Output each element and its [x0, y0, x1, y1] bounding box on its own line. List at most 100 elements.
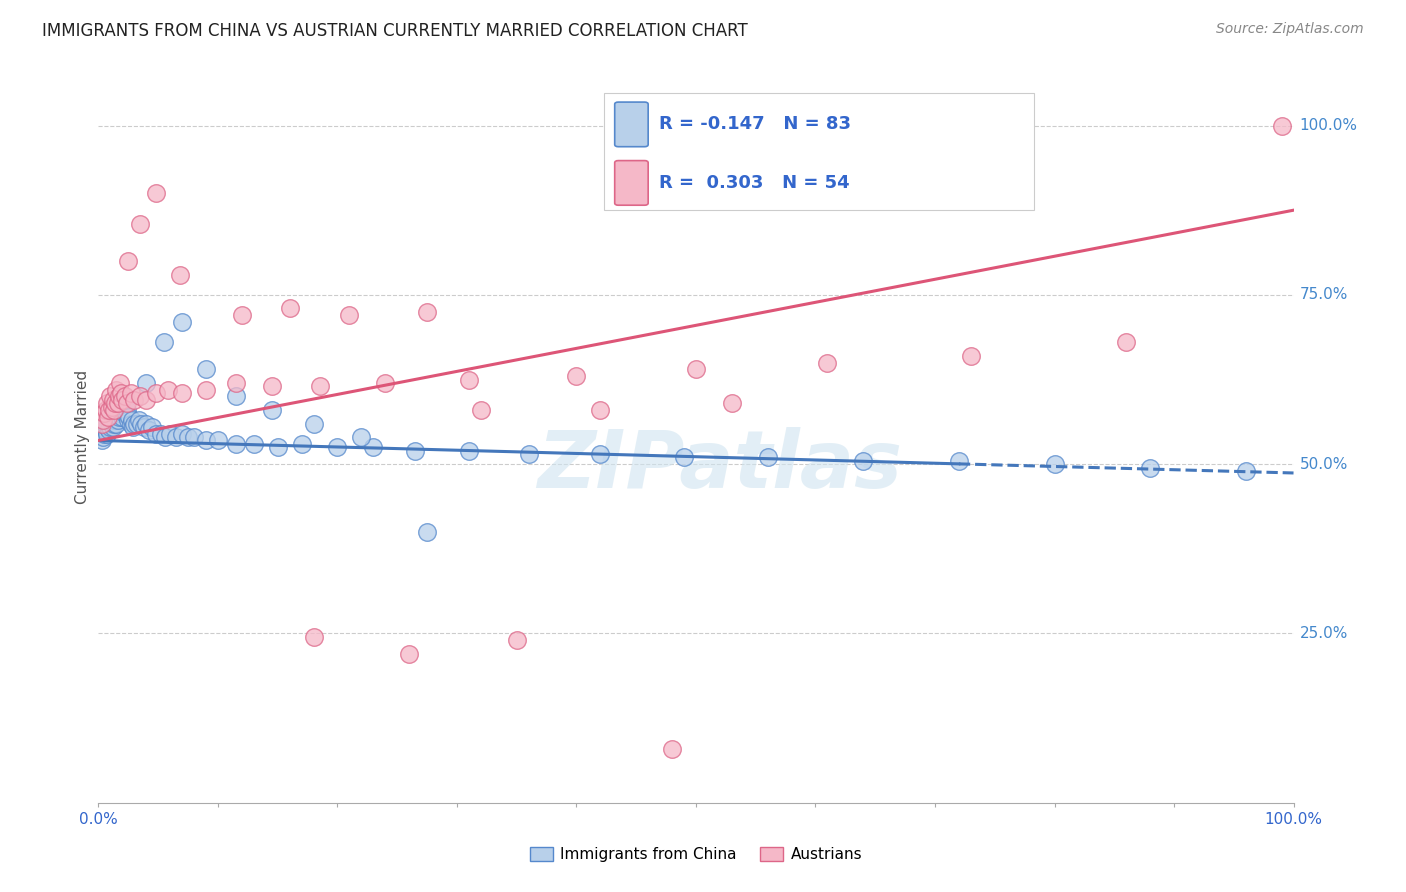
Point	[97, 409, 120, 424]
Point	[673, 450, 696, 465]
Point	[115, 403, 138, 417]
Point	[207, 434, 229, 448]
Point	[177, 430, 200, 444]
Point	[94, 423, 117, 437]
Text: 100.0%: 100.0%	[1299, 118, 1358, 133]
Point	[103, 417, 125, 431]
Text: R =  0.303   N = 54: R = 0.303 N = 54	[659, 174, 849, 192]
Point	[589, 447, 612, 461]
Text: R = -0.147   N = 83: R = -0.147 N = 83	[659, 115, 851, 134]
Point	[416, 524, 439, 539]
Point	[135, 376, 157, 390]
Point	[107, 413, 129, 427]
Point	[110, 386, 132, 401]
Point	[98, 403, 121, 417]
Point	[97, 417, 120, 431]
Point	[93, 406, 115, 420]
Point	[183, 430, 205, 444]
Point	[302, 417, 325, 431]
Point	[374, 376, 396, 390]
Point	[128, 413, 150, 427]
Point	[108, 376, 131, 390]
Point	[302, 630, 325, 644]
Point	[231, 308, 253, 322]
Point	[98, 420, 122, 434]
Point	[105, 406, 128, 420]
Point	[117, 413, 139, 427]
Point	[115, 396, 138, 410]
Point	[225, 389, 247, 403]
Point	[960, 349, 983, 363]
Point	[506, 633, 529, 648]
Point	[121, 413, 143, 427]
Point	[96, 426, 118, 441]
Point	[103, 409, 125, 424]
Point	[661, 741, 683, 756]
Point	[225, 376, 247, 390]
Point	[98, 409, 122, 424]
Point	[124, 417, 146, 431]
Point	[1115, 335, 1137, 350]
Point	[470, 403, 492, 417]
Point	[103, 403, 125, 417]
Point	[96, 420, 118, 434]
FancyBboxPatch shape	[614, 161, 648, 205]
Point	[98, 413, 121, 427]
Point	[195, 434, 218, 448]
Point	[565, 369, 588, 384]
Text: 50.0%: 50.0%	[1299, 457, 1348, 472]
Point	[107, 389, 129, 403]
Point	[104, 403, 127, 417]
Point	[125, 417, 148, 431]
Point	[172, 386, 194, 401]
Point	[93, 426, 115, 441]
Point	[115, 406, 138, 420]
Point	[721, 396, 744, 410]
Point	[129, 217, 152, 231]
Point	[1139, 460, 1161, 475]
Point	[159, 426, 181, 441]
Point	[129, 389, 152, 403]
Point	[815, 355, 838, 369]
Point	[156, 383, 179, 397]
Point	[141, 420, 163, 434]
Point	[260, 379, 283, 393]
Point	[404, 443, 426, 458]
Point	[308, 379, 330, 393]
FancyBboxPatch shape	[605, 94, 1035, 211]
Point	[172, 426, 194, 441]
Point	[91, 417, 114, 431]
Point	[326, 440, 349, 454]
Point	[100, 406, 122, 420]
Point	[110, 403, 132, 417]
Point	[267, 440, 290, 454]
Point	[398, 647, 420, 661]
Point	[117, 254, 139, 268]
Point	[98, 423, 121, 437]
Point	[135, 392, 157, 407]
Point	[1271, 119, 1294, 133]
Point	[94, 417, 117, 431]
Point	[260, 403, 283, 417]
Point	[104, 396, 127, 410]
Point	[339, 308, 361, 322]
Point	[112, 406, 135, 420]
Point	[517, 447, 540, 461]
Point	[135, 417, 157, 431]
Point	[589, 403, 612, 417]
Point	[93, 420, 115, 434]
Point	[195, 362, 218, 376]
Point	[91, 434, 114, 448]
Point	[107, 396, 129, 410]
Point	[96, 396, 118, 410]
Point	[948, 454, 970, 468]
Point	[165, 430, 187, 444]
Point	[416, 305, 439, 319]
Point	[363, 440, 385, 454]
Point	[120, 417, 142, 431]
Point	[350, 430, 373, 444]
Point	[101, 413, 124, 427]
Point	[145, 426, 167, 441]
Point	[98, 389, 122, 403]
Point	[458, 443, 481, 458]
